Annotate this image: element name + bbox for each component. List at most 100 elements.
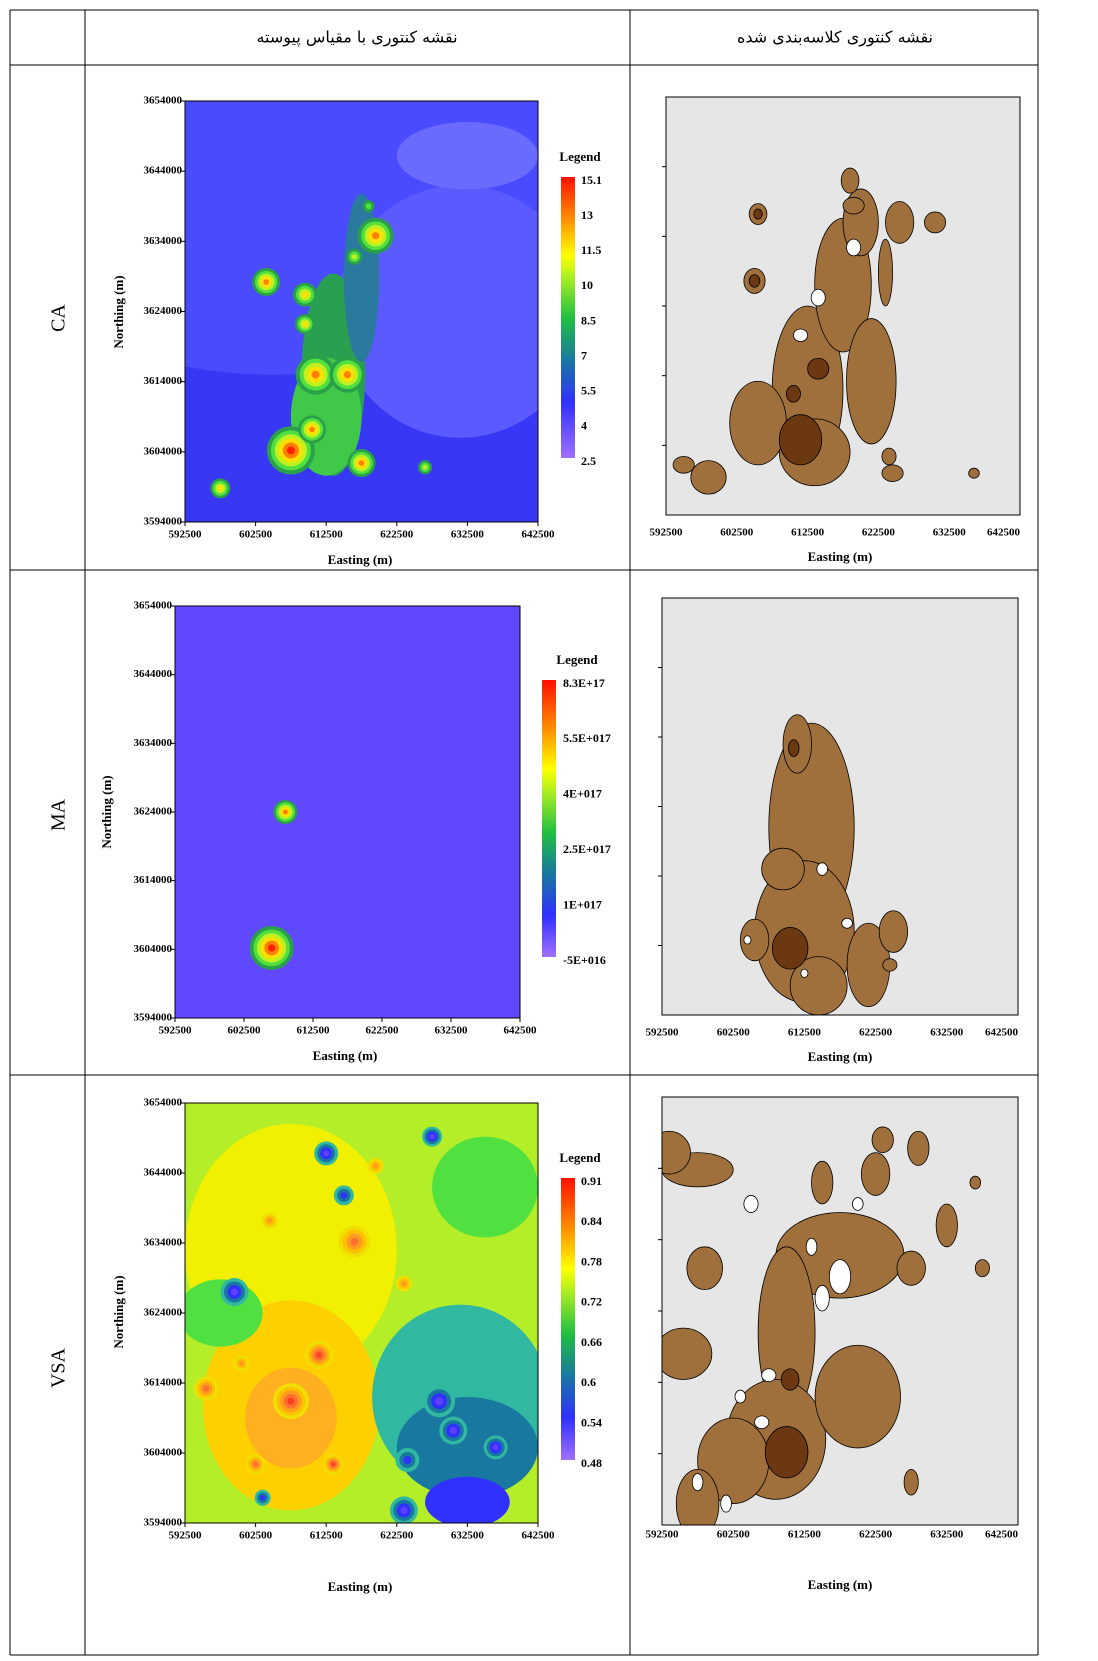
legend-label: 0.6 <box>581 1375 596 1389</box>
legend-title: Legend <box>559 149 601 164</box>
class-zone <box>882 958 898 972</box>
x-tick-label: 592500 <box>646 1529 680 1541</box>
y-tick-label: 3594000 <box>144 1517 183 1529</box>
legend-colorbar <box>542 680 556 957</box>
y-tick-label: 3614000 <box>144 375 183 387</box>
class-zone <box>896 1250 926 1286</box>
y-tick-label: 3624000 <box>144 1307 183 1319</box>
class-zone <box>761 847 805 891</box>
x-tick-label: 642500 <box>522 1530 556 1542</box>
x-tick-label: 602500 <box>717 1027 751 1039</box>
class-zone <box>816 862 828 876</box>
contour-spot <box>435 1397 444 1406</box>
legend-label: 2.5 <box>581 454 596 468</box>
contour-spot <box>302 321 308 327</box>
x-tick-label: 602500 <box>717 1529 751 1541</box>
class-zone <box>807 357 830 380</box>
contour-spot <box>323 1150 330 1157</box>
contour-spot <box>331 1462 336 1467</box>
x-tick-label: 622500 <box>862 527 896 539</box>
class-zone <box>828 1259 852 1295</box>
x-tick-label: 642500 <box>522 529 556 541</box>
x-tick-label: 602500 <box>228 1025 262 1037</box>
x-axis-label: Easting (m) <box>328 1579 393 1594</box>
y-tick-label: 3614000 <box>134 874 173 886</box>
legend-label: 13 <box>581 208 593 222</box>
row-label: CA <box>48 304 70 332</box>
class-zone <box>793 328 809 342</box>
legend-label: 4 <box>581 419 587 433</box>
x-tick-label: 612500 <box>788 1529 822 1541</box>
legend-label: 0.54 <box>581 1415 602 1429</box>
legend-label: 0.91 <box>581 1174 602 1188</box>
y-axis-label: Northing (m) <box>111 275 126 348</box>
class-zone <box>885 201 915 244</box>
contour-spot <box>217 485 223 491</box>
contour-spot <box>401 1280 407 1287</box>
x-tick-label: 612500 <box>310 529 344 541</box>
contour-spot <box>259 1495 266 1501</box>
legend-label: 5.5E+017 <box>563 731 611 745</box>
y-tick-label: 3624000 <box>134 806 173 818</box>
row-label: VSA <box>48 1347 70 1388</box>
contour-spot <box>203 1385 210 1392</box>
class-zone <box>840 167 860 194</box>
class-zone <box>907 1130 930 1166</box>
legend-label: 15.1 <box>581 173 602 187</box>
legend-label: 11.5 <box>581 243 601 257</box>
contour-region <box>432 1136 538 1238</box>
continuous-map <box>185 101 538 522</box>
x-tick-label: 632500 <box>451 1530 485 1542</box>
contour-spot <box>302 291 309 298</box>
legend-label: 0.66 <box>581 1335 602 1349</box>
legend-label: 0.78 <box>581 1254 602 1268</box>
class-zone <box>729 380 787 466</box>
y-tick-label: 3594000 <box>134 1012 173 1024</box>
class-zone <box>734 1389 747 1404</box>
contour-spot <box>316 1352 322 1358</box>
table-borders <box>9 9 1039 1656</box>
class-zone <box>780 1368 800 1391</box>
x-tick-label: 632500 <box>930 1027 964 1039</box>
contour-spot <box>238 1360 245 1367</box>
header-continuous: نقشه کنتوری با مقیاس پیوسته <box>256 28 457 48</box>
legend-label: 4E+017 <box>563 787 602 801</box>
class-zone <box>881 464 904 482</box>
x-tick-label: 622500 <box>380 1530 414 1542</box>
x-tick-label: 612500 <box>788 1027 822 1039</box>
contour-spot <box>358 460 365 466</box>
classified-map <box>666 97 1020 515</box>
x-tick-label: 592500 <box>169 529 203 541</box>
contour-spot <box>263 279 269 285</box>
legend-label: 2.5E+017 <box>563 842 611 856</box>
class-zone <box>800 968 809 978</box>
x-tick-label: 632500 <box>930 1529 964 1541</box>
x-tick-label: 612500 <box>791 527 825 539</box>
contour-spot <box>403 1456 412 1464</box>
x-tick-label: 642500 <box>504 1025 538 1037</box>
class-zone <box>968 467 980 479</box>
legend-label: 7 <box>581 348 587 362</box>
class-zone <box>871 1126 894 1154</box>
contour-region <box>396 122 538 190</box>
x-tick-label: 622500 <box>859 1529 893 1541</box>
x-tick-label: 592500 <box>159 1025 193 1037</box>
contour-spot <box>311 370 320 379</box>
class-zone <box>852 1197 864 1211</box>
class-zone <box>778 414 823 466</box>
contour-spot <box>343 371 351 379</box>
class-zone <box>761 1368 777 1383</box>
header-classified: نقشه کنتوری کلاسه‌بندی شده <box>737 28 933 48</box>
class-zone <box>771 927 809 970</box>
y-tick-label: 3654000 <box>134 600 173 612</box>
continuous-map <box>185 1103 538 1523</box>
class-zone <box>690 460 727 495</box>
x-tick-label: 632500 <box>451 529 485 541</box>
class-zone <box>686 1246 723 1290</box>
contour-region <box>425 1476 510 1523</box>
legend-label: 5.5 <box>581 384 596 398</box>
class-zone <box>748 274 761 288</box>
class-zone <box>935 1203 958 1248</box>
class-zone <box>860 1152 891 1196</box>
